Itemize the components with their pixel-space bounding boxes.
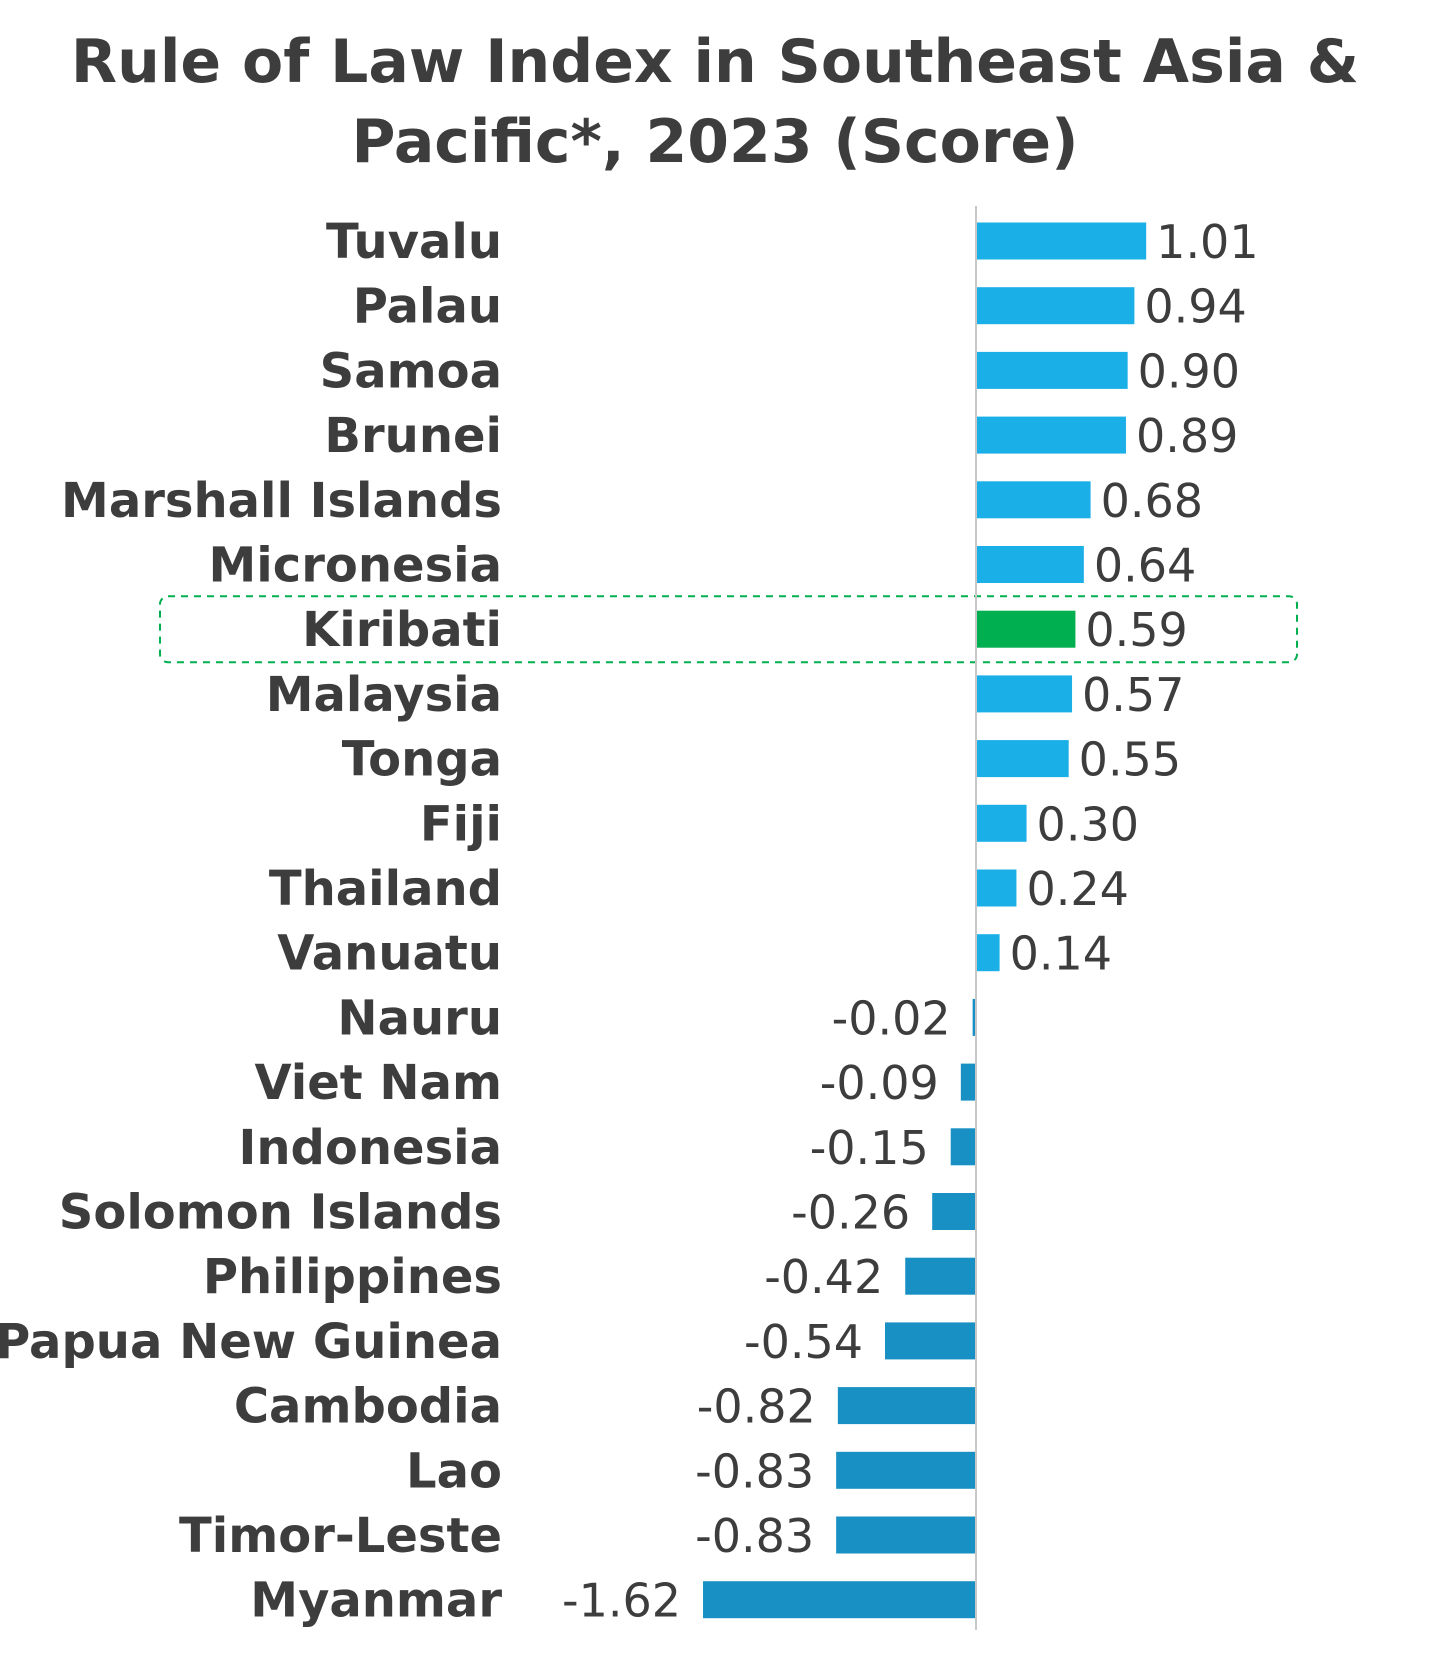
bar-palau	[976, 287, 1135, 325]
value-label: -0.02	[832, 991, 951, 1045]
value-label: 0.57	[1082, 668, 1184, 722]
value-label: 1.01	[1156, 215, 1258, 269]
category-label: Marshall Islands	[61, 473, 502, 529]
bar-philippines	[905, 1257, 976, 1295]
bar-timor-leste	[836, 1516, 976, 1554]
category-label: Philippines	[203, 1249, 502, 1305]
category-label: Solomon Islands	[59, 1185, 502, 1241]
category-label: Timor-Leste	[179, 1508, 502, 1564]
bar-solomon-islands	[932, 1193, 976, 1230]
value-label: 0.90	[1138, 344, 1240, 398]
value-label: -0.82	[697, 1380, 816, 1434]
bar-marshall-islands	[976, 481, 1091, 519]
value-label: -0.83	[695, 1509, 814, 1563]
value-label: 0.30	[1037, 797, 1139, 851]
value-label: 0.64	[1094, 539, 1196, 593]
chart-title-line-1: Rule of Law Index in Southeast Asia &	[70, 27, 1360, 97]
value-label: -0.26	[791, 1186, 910, 1240]
value-label: 0.24	[1026, 862, 1128, 916]
bar-fiji	[976, 804, 1027, 842]
bar-vanuatu	[976, 934, 1000, 972]
category-label: Palau	[353, 279, 502, 335]
value-label: -1.62	[562, 1574, 681, 1628]
value-label: -0.54	[744, 1315, 863, 1369]
bar-thailand	[976, 869, 1017, 907]
bar-brunei	[976, 416, 1126, 454]
bar-indonesia	[950, 1128, 976, 1166]
category-label: Myanmar	[250, 1573, 502, 1629]
bar-myanmar	[703, 1581, 976, 1619]
value-label: 0.68	[1101, 474, 1203, 528]
bar-samoa	[976, 351, 1128, 389]
category-label: Vanuatu	[277, 926, 502, 982]
value-label: -0.83	[695, 1444, 814, 1498]
category-label: Micronesia	[209, 538, 502, 594]
value-label: 0.14	[1010, 927, 1112, 981]
value-label: -0.15	[810, 1121, 929, 1175]
chart-title-line-2: Pacific*, 2023 (Score)	[351, 107, 1079, 177]
highlight-box	[159, 595, 1298, 664]
value-label: -0.42	[764, 1250, 883, 1304]
bar-micronesia	[976, 546, 1084, 583]
category-label: Thailand	[269, 861, 502, 917]
chart-title: Rule of Law Index in Southeast Asia & Pa…	[0, 22, 1430, 182]
bar-tonga	[976, 740, 1069, 778]
value-label: -0.09	[820, 1056, 939, 1110]
bar-cambodia	[837, 1387, 976, 1425]
category-label: Tuvalu	[326, 214, 502, 270]
category-label: Nauru	[337, 990, 502, 1046]
value-label: 0.59	[1085, 603, 1187, 657]
value-label: 0.89	[1136, 409, 1238, 463]
category-label: Lao	[406, 1443, 502, 1499]
bar-papua-new-guinea	[885, 1322, 976, 1360]
bar-malaysia	[976, 675, 1073, 713]
bar-viet-nam	[960, 1063, 976, 1101]
bar-tuvalu	[976, 222, 1147, 260]
bar-lao	[836, 1451, 976, 1489]
category-label: Viet Nam	[254, 1055, 502, 1111]
category-label: Cambodia	[234, 1379, 502, 1435]
category-label: Fiji	[420, 796, 502, 852]
bar-nauru	[972, 998, 976, 1036]
value-label: 0.55	[1079, 733, 1181, 787]
category-label: Kiribati	[302, 602, 502, 658]
category-label: Malaysia	[266, 667, 502, 723]
category-label: Brunei	[324, 408, 502, 464]
category-label: Indonesia	[238, 1120, 502, 1176]
value-label: 0.94	[1144, 280, 1246, 334]
bar-kiribati	[976, 610, 1076, 648]
category-label: Tonga	[342, 732, 502, 788]
category-label: Samoa	[320, 343, 502, 399]
category-label: Papua New Guinea	[0, 1314, 502, 1370]
